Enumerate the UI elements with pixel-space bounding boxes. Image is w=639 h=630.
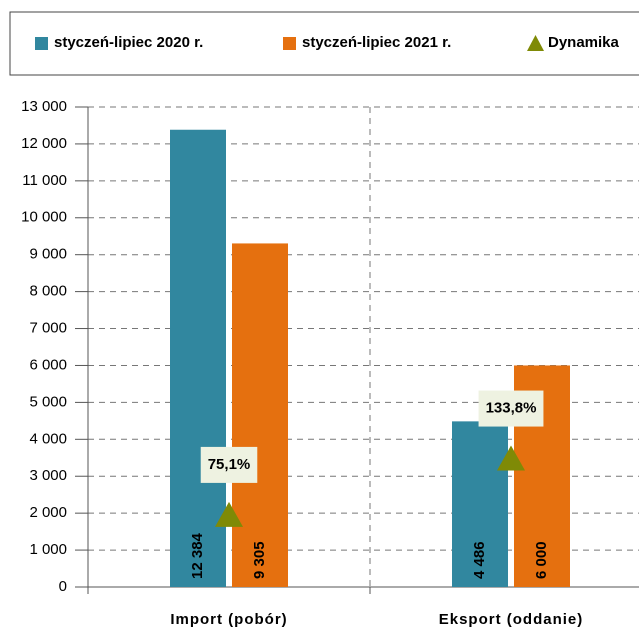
bar-value-label: 12 384 [189, 532, 206, 579]
y-tick-label: 12 000 [21, 135, 67, 152]
bar-value-label: 6 000 [533, 541, 550, 579]
legend-label: Dynamika [548, 34, 620, 51]
bar [170, 129, 226, 587]
marker [215, 501, 243, 527]
data-label-box [478, 390, 544, 427]
data-label: 133,8% [486, 400, 537, 417]
y-tick-label: 8 000 [29, 283, 67, 300]
legend-label: styczeń-lipiec 2020 r. [54, 34, 203, 51]
bar [452, 421, 508, 587]
bar-value-label: 4 486 [471, 541, 488, 579]
y-tick-label: 5 000 [29, 393, 67, 410]
y-tick-label: 3 000 [29, 467, 67, 484]
legend-label: styczeń-lipiec 2021 r. [302, 34, 451, 51]
y-tick-label: 4 000 [29, 430, 67, 447]
y-tick-label: 2 000 [29, 504, 67, 521]
data-label-box [200, 446, 258, 483]
y-tick-label: 7 000 [29, 320, 67, 337]
marker [497, 445, 525, 471]
legend-swatch [35, 37, 48, 50]
y-tick-label: 1 000 [29, 541, 67, 558]
bar-value-label: 9 305 [251, 541, 268, 579]
y-tick-label: 9 000 [29, 246, 67, 263]
bar [232, 243, 288, 587]
y-tick-label: 13 000 [21, 98, 67, 115]
y-tick-label: 10 000 [21, 209, 67, 226]
legend-marker [527, 35, 544, 51]
y-tick-label: 0 [59, 578, 67, 595]
y-tick-label: 11 000 [22, 172, 67, 189]
legend-swatch [283, 37, 296, 50]
x-tick-label: Import (pobór) [170, 611, 287, 628]
x-tick-label: Eksport (oddanie) [439, 611, 584, 628]
data-label: 75,1% [208, 456, 251, 473]
y-tick-label: 6 000 [29, 356, 67, 373]
